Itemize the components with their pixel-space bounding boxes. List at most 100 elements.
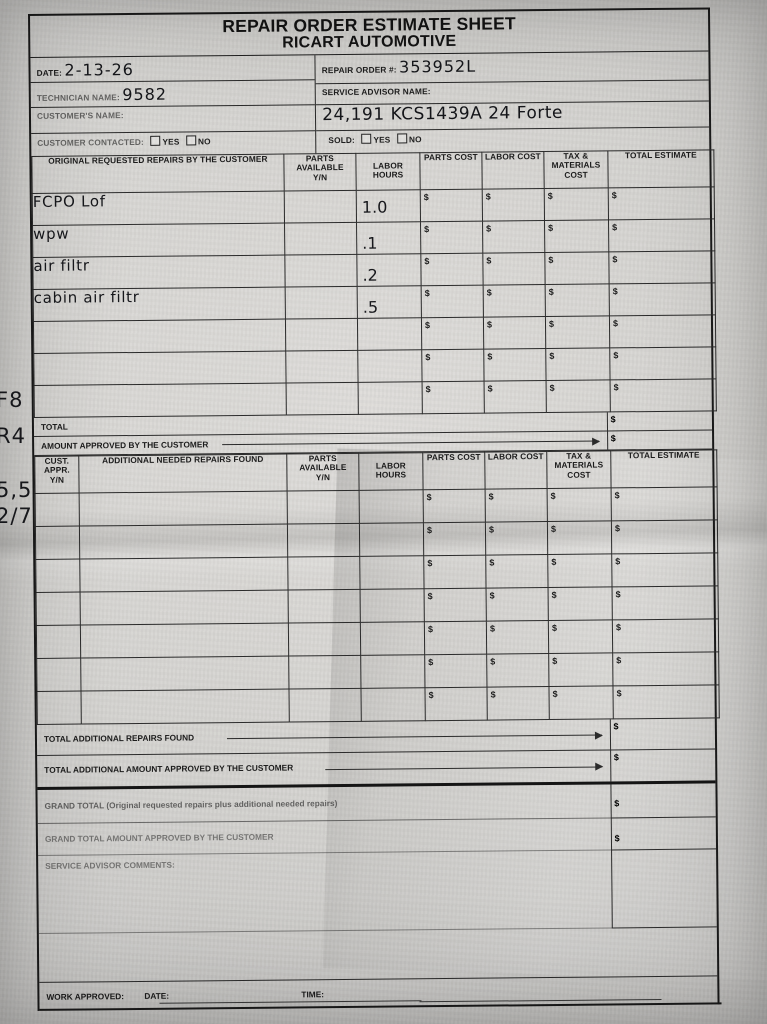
cust-appr-cell[interactable]	[35, 493, 80, 527]
additional-labor-hours-cell[interactable]	[360, 654, 425, 689]
parts-available-cell[interactable]	[285, 350, 359, 384]
grand-total-approved-value-cell[interactable]: $	[610, 817, 717, 851]
additional-parts-available-cell[interactable]	[287, 556, 361, 591]
customer-contacted-field[interactable]: CUSTOMER CONTACTED: YES NO	[31, 131, 315, 156]
grand-total-value-cell[interactable]: $	[610, 783, 716, 819]
repair-order-field[interactable]: REPAIR ORDER #: 353952L	[315, 51, 709, 85]
tax-materials-cost-cell[interactable]: $	[545, 347, 611, 381]
additional-labor-cost-cell[interactable]: $	[486, 686, 550, 721]
parts-available-cell[interactable]	[284, 190, 357, 224]
labor-hours-cell[interactable]: 1.0	[356, 189, 421, 223]
parts-cost-cell[interactable]: $	[420, 189, 483, 222]
additional-labor-cost-cell[interactable]: $	[486, 620, 549, 655]
additional-repair-description-cell[interactable]	[79, 524, 288, 560]
additional-parts-available-cell[interactable]	[287, 523, 360, 558]
work-approved-row[interactable]: WORK APPROVED: DATE: TIME:	[39, 976, 722, 1012]
additional-labor-hours-cell[interactable]	[360, 687, 426, 722]
repair-description-cell[interactable]: FCPO Lof	[32, 191, 285, 226]
total-estimate-cell[interactable]: $	[609, 314, 716, 348]
total-additional-approved-value-cell[interactable]: $	[609, 749, 716, 782]
cust-appr-cell[interactable]	[35, 559, 81, 593]
tax-materials-cost-cell[interactable]: $	[545, 283, 610, 317]
parts-cost-cell[interactable]: $	[420, 221, 483, 254]
labor-hours-cell[interactable]	[357, 349, 423, 383]
additional-parts-cost-cell[interactable]: $	[423, 489, 486, 523]
tax-materials-cost-cell[interactable]: $	[544, 251, 610, 285]
additional-parts-cost-cell[interactable]: $	[424, 588, 487, 622]
parts-available-cell[interactable]	[284, 254, 358, 288]
additional-parts-available-cell[interactable]	[288, 589, 361, 624]
labor-hours-cell[interactable]	[357, 317, 422, 351]
parts-cost-cell[interactable]: $	[420, 253, 484, 286]
parts-cost-cell[interactable]: $	[421, 317, 484, 350]
repair-description-cell[interactable]: cabin air filtr	[33, 287, 286, 322]
additional-total-estimate-cell[interactable]: $	[612, 618, 719, 653]
additional-tax-materials-cost-cell[interactable]: $	[548, 685, 614, 720]
labor-hours-cell[interactable]: .1	[356, 221, 421, 255]
additional-parts-cost-cell[interactable]: $	[424, 654, 487, 688]
cust-appr-cell[interactable]	[35, 526, 80, 560]
parts-available-cell[interactable]	[285, 318, 358, 352]
additional-labor-hours-cell[interactable]	[360, 621, 425, 656]
additional-tax-materials-cost-cell[interactable]: $	[547, 487, 612, 522]
sold-yes-checkbox[interactable]	[361, 133, 372, 144]
labor-hours-cell[interactable]: .2	[356, 253, 422, 287]
vehicle-note-field[interactable]: 24,191 KCS1439A 24 Forte	[316, 101, 710, 132]
additional-repair-description-cell[interactable]	[79, 491, 288, 527]
parts-cost-cell[interactable]: $	[422, 381, 485, 414]
additional-labor-hours-cell[interactable]	[359, 522, 424, 557]
additional-repair-description-cell[interactable]	[80, 656, 289, 692]
cust-appr-cell[interactable]	[36, 625, 81, 659]
original-approved-value-cell[interactable]: $	[606, 430, 713, 451]
additional-tax-materials-cost-cell[interactable]: $	[548, 652, 613, 687]
customer-name-field[interactable]: CUSTOMER'S NAME:	[30, 105, 316, 134]
additional-parts-available-cell[interactable]	[288, 622, 361, 657]
additional-labor-cost-cell[interactable]: $	[486, 653, 549, 688]
tax-materials-cost-cell[interactable]: $	[546, 379, 611, 413]
additional-parts-cost-cell[interactable]: $	[424, 687, 488, 721]
customer-contacted-no-checkbox[interactable]	[185, 135, 196, 146]
cust-appr-cell[interactable]	[37, 691, 82, 725]
additional-parts-cost-cell[interactable]: $	[423, 555, 487, 589]
repair-description-cell[interactable]: air filtr	[32, 255, 286, 290]
original-total-value-cell[interactable]: $	[606, 411, 713, 432]
total-estimate-cell[interactable]: $	[609, 282, 716, 316]
additional-tax-materials-cost-cell[interactable]: $	[548, 619, 613, 654]
date-field[interactable]: DATE: 2-13-26	[30, 55, 315, 83]
labor-cost-cell[interactable]: $	[483, 348, 547, 382]
repair-description-cell[interactable]	[34, 383, 287, 418]
parts-available-cell[interactable]	[285, 286, 358, 320]
additional-parts-available-cell[interactable]	[287, 490, 360, 525]
repair-description-cell[interactable]: wpw	[32, 223, 285, 258]
additional-repair-description-cell[interactable]	[80, 623, 289, 659]
repair-description-cell[interactable]	[33, 319, 286, 354]
additional-total-estimate-cell[interactable]: $	[611, 486, 718, 521]
sold-field[interactable]: SOLD: YES NO	[316, 127, 709, 153]
parts-cost-cell[interactable]: $	[421, 349, 485, 382]
service-advisor-comments-row[interactable]: SERVICE ADVISOR COMMENTS:	[38, 849, 717, 935]
technician-name-field[interactable]: TECHNICIAN NAME: 9582	[30, 80, 316, 108]
cust-appr-cell[interactable]	[36, 658, 82, 692]
labor-cost-cell[interactable]: $	[482, 252, 546, 286]
labor-cost-cell[interactable]: $	[483, 284, 546, 318]
repair-description-cell[interactable]	[33, 351, 287, 386]
additional-total-estimate-cell[interactable]: $	[612, 684, 720, 719]
additional-parts-cost-cell[interactable]: $	[423, 522, 486, 556]
additional-total-estimate-cell[interactable]: $	[612, 585, 719, 620]
additional-total-estimate-cell[interactable]: $	[612, 651, 719, 686]
additional-total-estimate-cell[interactable]: $	[611, 519, 718, 554]
labor-cost-cell[interactable]: $	[483, 316, 546, 350]
cust-appr-cell[interactable]	[36, 592, 81, 626]
labor-cost-cell[interactable]: $	[482, 220, 545, 254]
additional-tax-materials-cost-cell[interactable]: $	[548, 586, 613, 621]
additional-repair-description-cell[interactable]	[80, 590, 289, 626]
tax-materials-cost-cell[interactable]: $	[544, 219, 609, 253]
total-estimate-cell[interactable]: $	[608, 218, 715, 252]
parts-available-cell[interactable]	[286, 382, 359, 416]
additional-repair-description-cell[interactable]	[81, 689, 290, 725]
additional-labor-cost-cell[interactable]: $	[485, 488, 548, 523]
additional-labor-cost-cell[interactable]: $	[485, 521, 548, 556]
customer-contacted-yes-checkbox[interactable]	[150, 135, 161, 146]
sold-no-checkbox[interactable]	[396, 133, 407, 144]
additional-tax-materials-cost-cell[interactable]: $	[547, 520, 612, 555]
